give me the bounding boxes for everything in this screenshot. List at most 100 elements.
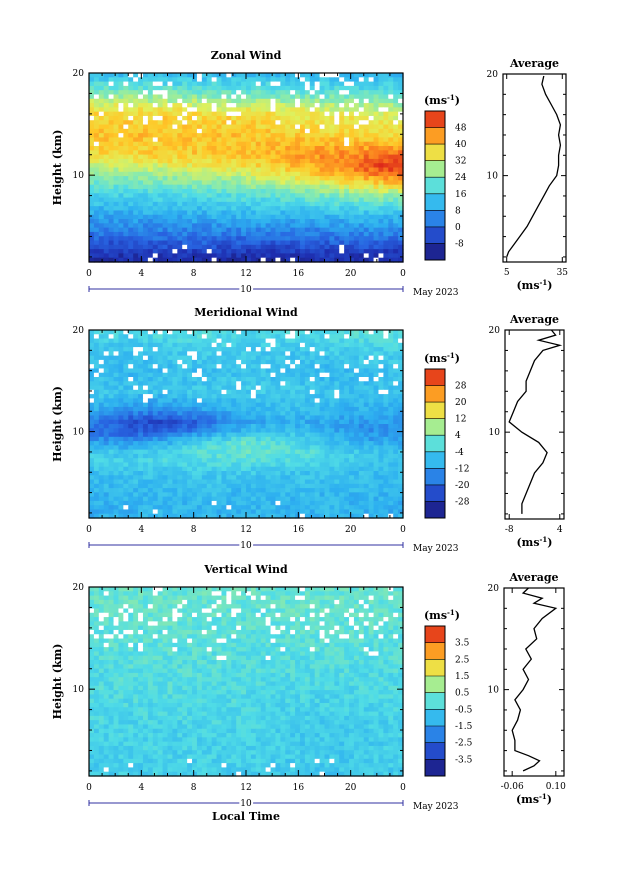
colorbar-tick-label: 3.5 xyxy=(455,639,470,649)
colorbar-tick-label: 12 xyxy=(455,415,466,425)
x-tick-label: 0 xyxy=(86,525,92,535)
profile-x-tick-label: 0.10 xyxy=(546,782,566,792)
profile-x-tick-label: -8 xyxy=(505,525,514,535)
colorbar-tick-label: 20 xyxy=(455,398,467,408)
panel-3: Vertical Wind 10 20 Height (km) 0 4 8 12 16 20 0 10… xyxy=(51,563,566,823)
x-tick-label: 20 xyxy=(345,525,357,535)
heatmap-cells xyxy=(89,330,404,519)
colorbar-tick-label: 0 xyxy=(455,223,461,233)
y-tick-label: 20 xyxy=(73,326,85,336)
profile-x-tick-label: 4 xyxy=(557,525,563,535)
colorbar-tick-label: 40 xyxy=(455,140,467,150)
x-tick-label: 8 xyxy=(191,525,197,535)
y-axis-label: Height (km) xyxy=(51,644,64,720)
heatmap-cells xyxy=(89,587,404,777)
panel-title: Vertical Wind xyxy=(203,563,288,576)
colorbar: 28 20 12 4 -4 -12 -20 -28 (ms-1) xyxy=(424,351,470,519)
colorbar-tick-label: -8 xyxy=(455,239,464,249)
profile-y-tick-label: 20 xyxy=(488,584,500,594)
profile-y-tick-label: 10 xyxy=(488,686,500,696)
colorbar: 3.5 2.5 1.5 0.5 -0.5 -1.5 -2.5 -3.5 (ms-1) xyxy=(424,608,473,777)
x-tick-label: 0 xyxy=(86,783,92,793)
profile-title: Average xyxy=(509,313,559,326)
colorbar-unit-label: (ms-1) xyxy=(424,93,460,107)
colorbar-unit-label: (ms-1) xyxy=(424,351,460,365)
profile-x-tick-label: -0.06 xyxy=(501,782,524,792)
profile-line xyxy=(511,587,558,772)
y-tick-label: 20 xyxy=(73,583,85,593)
colorbar-tick-label: 4 xyxy=(455,431,461,441)
colorbar-tick-label: -3.5 xyxy=(455,755,473,765)
x-tick-label: 8 xyxy=(191,783,197,793)
y-tick-label: 10 xyxy=(73,685,85,695)
colorbar-tick-label: 0.5 xyxy=(455,689,470,699)
date-right-label: May 2023 xyxy=(413,544,459,554)
colorbar-frame xyxy=(424,625,446,777)
colorbar-tick-label: -20 xyxy=(455,481,470,491)
x-tick-label: 4 xyxy=(138,269,144,279)
x-tick-label: 0 xyxy=(400,269,406,279)
y-axis-label: Height (km) xyxy=(51,386,64,462)
date-right-label: May 2023 xyxy=(413,802,459,812)
profile-y-tick-label: 10 xyxy=(489,428,501,438)
colorbar-tick-label: -2.5 xyxy=(455,739,473,749)
y-tick-label: 10 xyxy=(73,171,85,181)
x-tick-label: 12 xyxy=(240,525,251,535)
colorbar-tick-label: 32 xyxy=(455,157,466,167)
profile-y-tick-label: 10 xyxy=(487,172,499,182)
average-profile: Average 10 20 5 35 (ms-1) xyxy=(487,57,569,292)
colorbar-tick-label: 16 xyxy=(455,190,467,200)
average-profile: Average 10 20 -0.06 0.10(ms-1) xyxy=(488,571,567,806)
colorbar-tick-label: 2.5 xyxy=(455,655,470,665)
colorbar-frame xyxy=(424,368,446,519)
profile-frame xyxy=(502,73,567,263)
colorbar-tick-label: -12 xyxy=(455,464,470,474)
x-axis-label: Local Time xyxy=(212,810,280,823)
colorbar-tick-label: 8 xyxy=(455,206,461,216)
colorbar-tick-label: 24 xyxy=(455,173,467,183)
y-axis-label: Height (km) xyxy=(51,130,64,206)
x-tick-label: 12 xyxy=(240,269,251,279)
profile-x-axis-label: (ms-1) xyxy=(516,792,552,806)
profile-y-tick-label: 20 xyxy=(487,70,499,80)
date-right-label: May 2023 xyxy=(413,288,459,298)
profile-x-axis-label: (ms-1) xyxy=(516,535,552,549)
x-tick-label: 0 xyxy=(400,525,406,535)
panel-2: Meridional Wind 10 20 Height (km) 0 4 8 12 16 20 0… xyxy=(51,306,565,554)
profile-line xyxy=(506,75,562,258)
profile-frame xyxy=(503,587,565,777)
colorbar-tick-label: 28 xyxy=(455,382,467,392)
colorbar: 48 40 32 24 16 8 0 -8 (ms-1) xyxy=(424,93,467,261)
date-label: 10 xyxy=(240,285,252,295)
x-tick-label: 20 xyxy=(345,783,357,793)
colorbar-unit-label: (ms-1) xyxy=(424,608,460,622)
colorbar-tick-label: 48 xyxy=(455,124,467,134)
x-tick-label: 8 xyxy=(191,269,197,279)
x-tick-label: 16 xyxy=(293,525,305,535)
profile-frame xyxy=(504,329,565,520)
date-label: 10 xyxy=(240,541,252,551)
colorbar-tick-label: -1.5 xyxy=(455,722,473,732)
x-tick-label: 16 xyxy=(293,269,305,279)
x-tick-label: 12 xyxy=(240,783,251,793)
profile-x-axis-label: (ms-1) xyxy=(516,278,552,292)
colorbar-frame xyxy=(424,110,446,261)
profile-title: Average xyxy=(509,57,559,70)
x-tick-label: 4 xyxy=(138,525,144,535)
date-label: 10 xyxy=(240,799,252,809)
x-tick-label: 20 xyxy=(345,269,357,279)
colorbar-tick-label: -0.5 xyxy=(455,705,473,715)
profile-y-tick-label: 20 xyxy=(489,326,501,336)
y-tick-label: 10 xyxy=(73,428,85,438)
colorbar-tick-label: -28 xyxy=(455,497,470,507)
colorbar-tick-label: -4 xyxy=(455,448,464,458)
x-tick-label: 4 xyxy=(138,783,144,793)
profile-title: Average xyxy=(508,571,558,584)
heatmap-cells xyxy=(89,73,404,263)
x-tick-label: 16 xyxy=(293,783,305,793)
panel-title: Meridional Wind xyxy=(194,306,298,319)
profile-x-tick-label: 35 xyxy=(557,268,569,278)
x-tick-label: 0 xyxy=(86,269,92,279)
